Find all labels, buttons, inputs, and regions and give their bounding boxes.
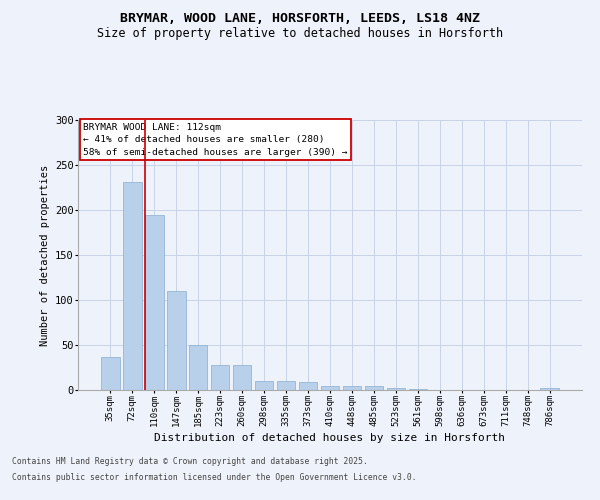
- Text: Size of property relative to detached houses in Horsforth: Size of property relative to detached ho…: [97, 28, 503, 40]
- Bar: [299, 382, 317, 390]
- Bar: [255, 381, 274, 390]
- X-axis label: Distribution of detached houses by size in Horsforth: Distribution of detached houses by size …: [155, 434, 505, 444]
- Bar: [211, 365, 229, 390]
- Bar: [189, 345, 208, 390]
- Text: Contains public sector information licensed under the Open Government Licence v3: Contains public sector information licen…: [12, 472, 416, 482]
- Bar: [145, 214, 164, 390]
- Bar: [541, 388, 559, 390]
- Bar: [123, 182, 142, 390]
- Bar: [386, 388, 405, 390]
- Text: BRYMAR WOOD LANE: 112sqm
← 41% of detached houses are smaller (280)
58% of semi-: BRYMAR WOOD LANE: 112sqm ← 41% of detach…: [83, 122, 347, 156]
- Text: Contains HM Land Registry data © Crown copyright and database right 2025.: Contains HM Land Registry data © Crown c…: [12, 458, 368, 466]
- Y-axis label: Number of detached properties: Number of detached properties: [40, 164, 50, 346]
- Bar: [365, 386, 383, 390]
- Bar: [409, 389, 427, 390]
- Bar: [320, 386, 340, 390]
- Bar: [343, 386, 361, 390]
- Text: BRYMAR, WOOD LANE, HORSFORTH, LEEDS, LS18 4NZ: BRYMAR, WOOD LANE, HORSFORTH, LEEDS, LS1…: [120, 12, 480, 26]
- Bar: [277, 381, 295, 390]
- Bar: [233, 365, 251, 390]
- Bar: [167, 291, 185, 390]
- Bar: [101, 356, 119, 390]
